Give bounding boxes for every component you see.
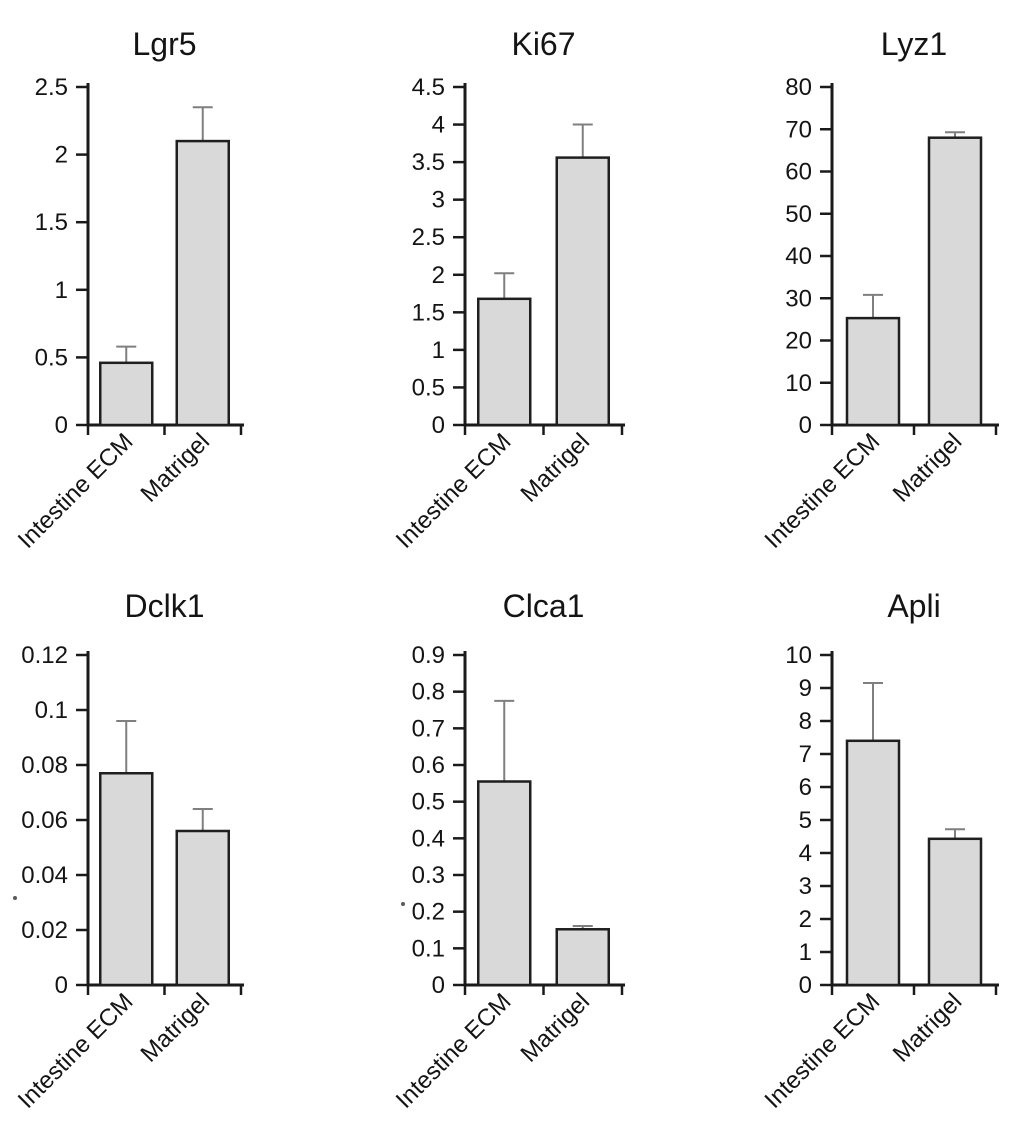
y-tick-label: 0 — [55, 972, 68, 999]
y-tick-label: 0 — [799, 972, 812, 999]
y-tick-label: 2 — [799, 906, 812, 933]
clca1-bar-chart: Clca1 0 0.1 0.2 0.3 0.4 0.5 0.6 0.7 0.8 0.9 Intest… — [391, 588, 625, 1114]
y-tick-label: 9 — [799, 675, 812, 702]
y-tick-label: 20 — [785, 328, 812, 355]
y-tick-label: 0.5 — [412, 374, 445, 401]
panel-dclk1: Dclk1 0 0.02 0.04 0.06 0.08 0.1 0.12 Intestine … — [0, 560, 341, 1138]
y-tick-label: 30 — [785, 285, 812, 312]
scan-artifact-dot — [401, 902, 405, 906]
chart-title: Ki67 — [511, 26, 575, 62]
y-tick-label: 0.1 — [35, 697, 68, 724]
y-tick-label: 0.5 — [412, 789, 445, 816]
y-tick-label: 60 — [785, 159, 812, 186]
x-category-label-matrigel: Matrigel — [516, 428, 595, 507]
chart-title: Apli — [887, 588, 940, 624]
x-category-label-intestine-ecm: Intestine ECM — [760, 428, 886, 554]
y-tick-label: 0 — [432, 972, 445, 999]
y-tick-label: 0.4 — [412, 825, 445, 852]
y-tick-label: 0.8 — [412, 679, 445, 706]
panel-lyz1: Lyz1 0 10 20 30 40 50 60 70 80 Intestine ECM Matri… — [682, 0, 1024, 560]
panel-lgr5: Lgr5 0 0.5 1 1.5 2 2.5 Intestine ECM Matrigel — [0, 0, 341, 560]
y-tick-label: 1.5 — [35, 209, 68, 236]
bar-intestine-ecm — [845, 739, 901, 987]
panel-ki67: Ki67 0 0.5 1 1.5 2 2.5 3 3.5 4 4.5 Intestine ECM Ma… — [341, 0, 682, 560]
y-tick-label: 3 — [799, 873, 812, 900]
x-category-label-matrigel: Matrigel — [888, 428, 967, 507]
x-category-label-matrigel: Matrigel — [136, 428, 215, 507]
y-tick-label: 10 — [785, 642, 812, 669]
ki67-bar-chart: Ki67 0 0.5 1 1.5 2 2.5 3 3.5 4 4.5 Intestine ECM Ma… — [391, 26, 625, 554]
apli-bar-chart: Apli 0 1 2 3 4 5 6 7 8 9 10 Intestine ECM Matrigel — [760, 588, 999, 1114]
x-category-label-intestine-ecm: Intestine ECM — [391, 988, 517, 1114]
y-tick-label: 0 — [799, 412, 812, 439]
y-tick-label: 0.9 — [412, 642, 445, 669]
y-tick-label: 1 — [55, 277, 68, 304]
y-tick-label: 3.5 — [412, 149, 445, 176]
y-tick-label: 0.04 — [21, 862, 68, 889]
y-tick-label: 0.06 — [21, 807, 68, 834]
dclk1-bar-chart: Dclk1 0 0.02 0.04 0.06 0.08 0.1 0.12 Intestine … — [13, 588, 244, 1114]
y-tick-label: 2.5 — [35, 74, 68, 101]
y-tick-label: 0.3 — [412, 862, 445, 889]
y-tick-label: 1 — [432, 337, 445, 364]
y-tick-label: 0.2 — [412, 899, 445, 926]
bar-intestine-ecm — [99, 361, 154, 427]
y-tick-label: 70 — [785, 116, 812, 143]
x-category-label-matrigel: Matrigel — [888, 988, 967, 1067]
y-tick-label: 4.5 — [412, 74, 445, 101]
y-tick-label: 3 — [432, 187, 445, 214]
chart-title: Lyz1 — [881, 26, 947, 62]
y-tick-label: 0.08 — [21, 752, 68, 779]
y-tick-label: 2 — [432, 262, 445, 289]
x-category-label-intestine-ecm: Intestine ECM — [13, 428, 139, 554]
x-category-label-intestine-ecm: Intestine ECM — [391, 428, 517, 554]
y-tick-label: 50 — [785, 201, 812, 228]
y-tick-label: 0.6 — [412, 752, 445, 779]
y-tick-label: 0.12 — [21, 642, 68, 669]
y-tick-label: 40 — [785, 243, 812, 270]
y-tick-label: 4 — [432, 112, 445, 139]
bar-matrigel — [555, 156, 610, 427]
bar-intestine-ecm — [477, 780, 532, 987]
y-tick-label: 0.1 — [412, 935, 445, 962]
bar-matrigel — [927, 837, 983, 987]
bar-intestine-ecm — [99, 772, 154, 987]
panel-clca1: Clca1 0 0.1 0.2 0.3 0.4 0.5 0.6 0.7 0.8 0.9 Intest… — [341, 560, 682, 1138]
y-tick-label: 2.5 — [412, 224, 445, 251]
bar-matrigel — [175, 139, 230, 427]
y-tick-label: 2 — [55, 142, 68, 169]
chart-title: Lgr5 — [132, 26, 196, 62]
bar-intestine-ecm — [477, 297, 532, 427]
y-tick-label: 1.5 — [412, 299, 445, 326]
y-tick-label: 0.5 — [35, 344, 68, 371]
y-tick-label: 7 — [799, 741, 812, 768]
chart-title: Clca1 — [503, 588, 585, 624]
y-tick-label: 0 — [432, 412, 445, 439]
x-category-label-matrigel: Matrigel — [516, 988, 595, 1067]
y-tick-label: 6 — [799, 774, 812, 801]
y-tick-label: 5 — [799, 807, 812, 834]
y-tick-label: 10 — [785, 370, 812, 397]
x-category-label-intestine-ecm: Intestine ECM — [13, 988, 139, 1114]
x-category-label-matrigel: Matrigel — [136, 988, 215, 1067]
x-category-label-intestine-ecm: Intestine ECM — [760, 988, 886, 1114]
bar-matrigel — [555, 928, 610, 987]
y-tick-label: 0.7 — [412, 715, 445, 742]
y-tick-label: 1 — [799, 939, 812, 966]
y-tick-label: 80 — [785, 74, 812, 101]
bar-matrigel — [175, 829, 230, 987]
y-tick-label: 0.02 — [21, 917, 68, 944]
y-tick-label: 0 — [55, 412, 68, 439]
panel-apli: Apli 0 1 2 3 4 5 6 7 8 9 10 Intestine ECM Matrigel — [682, 560, 1024, 1138]
lyz1-bar-chart: Lyz1 0 10 20 30 40 50 60 70 80 Intestine ECM Matri… — [760, 26, 999, 554]
scan-artifact-dot — [13, 896, 17, 900]
y-tick-label: 8 — [799, 708, 812, 735]
bar-matrigel — [927, 136, 983, 427]
y-tick-label: 4 — [799, 840, 812, 867]
chart-title: Dclk1 — [124, 588, 204, 624]
bar-intestine-ecm — [845, 316, 901, 427]
